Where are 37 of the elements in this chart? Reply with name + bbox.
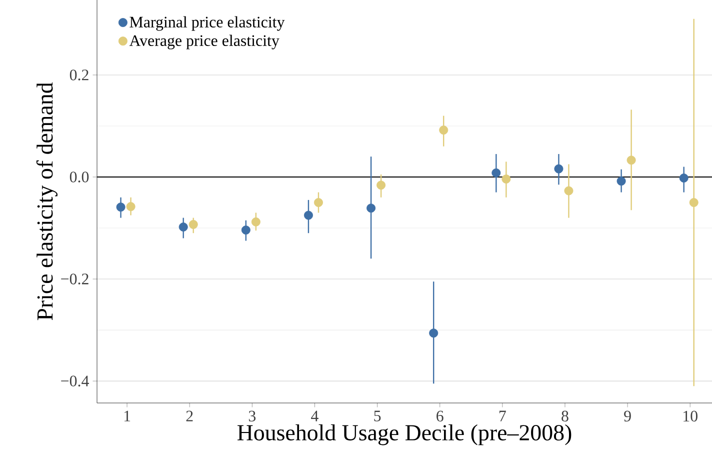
- point: [314, 198, 323, 208]
- x-tick-label: 7: [499, 410, 506, 422]
- point: [564, 186, 574, 196]
- x-tick-label: 3: [248, 410, 256, 422]
- point: [304, 210, 313, 220]
- y-tick-label: 0.0: [70, 172, 89, 182]
- point: [366, 204, 376, 213]
- y-tick-label: 0.2: [70, 70, 88, 80]
- x-tick-label: 9: [624, 410, 631, 422]
- point: [251, 217, 260, 226]
- point: [429, 328, 438, 338]
- point: [554, 164, 564, 174]
- x-axis-title: Household Usage Decile (pre–2008): [237, 424, 572, 446]
- y-tick-label: −0.4: [61, 376, 89, 386]
- x-tick-label: 1: [124, 410, 130, 422]
- point: [376, 180, 386, 190]
- point: [439, 126, 448, 135]
- x-tick-label: 10: [684, 410, 698, 422]
- x-tick-label: 5: [374, 410, 381, 422]
- y-axis-title: Price elasticity of demand: [36, 82, 58, 320]
- point: [492, 168, 501, 178]
- x-tick-label: 4: [311, 410, 318, 422]
- x-tick-label: 8: [562, 410, 568, 422]
- point: [689, 198, 698, 208]
- point: [616, 176, 626, 186]
- point: [241, 226, 250, 235]
- point: [178, 222, 188, 232]
- legend-label: Marginal price elasticity: [130, 16, 285, 31]
- y-tick-label: −0.2: [61, 274, 88, 284]
- point: [116, 202, 126, 212]
- point: [626, 156, 636, 165]
- x-tick-label: 6: [436, 410, 444, 422]
- point: [502, 174, 511, 184]
- legend-label: Average price elasticity: [129, 34, 280, 50]
- point: [126, 202, 136, 212]
- x-tick-label: 2: [186, 410, 193, 422]
- point: [679, 174, 688, 183]
